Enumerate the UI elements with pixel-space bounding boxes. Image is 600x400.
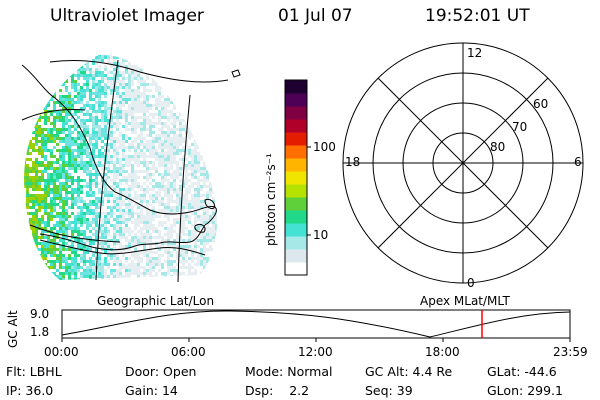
colorbar-segment xyxy=(285,80,307,94)
small-feature xyxy=(231,69,241,78)
meridian-2 xyxy=(177,94,191,283)
meridian-1 xyxy=(95,59,119,281)
mlt-label-12: 12 xyxy=(467,46,483,60)
timeline-xtick-1: 06:00 xyxy=(171,345,206,359)
colorbar-unit: photon cm⁻²s⁻¹ xyxy=(264,153,278,246)
timeline-plot xyxy=(61,309,571,342)
colorbar-label-100: 100 xyxy=(313,140,336,154)
island-1 xyxy=(204,199,215,209)
info-dsp: Dsp: 2.2 xyxy=(245,383,310,398)
mlt-label-6: 6 xyxy=(574,155,582,169)
axis-diag-2 xyxy=(377,77,549,249)
timeline-xtick-4: 23:59 xyxy=(553,345,588,359)
colorbar-segment xyxy=(285,262,307,276)
colorbar-segment xyxy=(285,106,307,120)
info-glat: GLat: -44.6 xyxy=(487,364,557,379)
parallel-1 xyxy=(21,109,86,121)
colorbar-segment xyxy=(285,236,307,250)
altitude-curve xyxy=(61,310,571,338)
colorbar-segment xyxy=(285,210,307,224)
timeline-xtick-3: 18:00 xyxy=(425,345,460,359)
colorbar-segment xyxy=(285,93,307,107)
info-gain: Gain: 14 xyxy=(125,383,178,398)
info-ip: IP: 36.0 xyxy=(6,383,54,398)
colorbar-segment xyxy=(285,184,307,198)
colorbar xyxy=(284,79,311,276)
colorbar-segment xyxy=(285,171,307,185)
info-flt: Flt: LBHL xyxy=(6,364,62,379)
polar-plot-label: Apex MLat/MLT xyxy=(420,294,510,308)
lat-label-80: 80 xyxy=(490,140,506,154)
timeline-xtick-2: 12:00 xyxy=(298,345,333,359)
lat-label-70: 70 xyxy=(512,120,528,134)
colorbar-segment xyxy=(285,132,307,146)
colorbar-label-10: 10 xyxy=(313,228,329,242)
lat-label-60: 60 xyxy=(533,97,549,111)
mlt-label-0: 0 xyxy=(467,276,475,290)
colorbar-segment xyxy=(285,223,307,237)
timeline-ylabel: GC Alt xyxy=(6,310,20,348)
colorbar-segment xyxy=(285,145,307,159)
info-seq: Seq: 39 xyxy=(365,383,413,398)
coastline-north xyxy=(21,64,217,251)
instrument-title: Ultraviolet Imager xyxy=(50,6,204,26)
colorbar-segment xyxy=(285,197,307,211)
parallel-2 xyxy=(29,224,121,243)
timeline-xtick-0: 00:00 xyxy=(44,345,79,359)
info-door: Door: Open xyxy=(125,364,197,379)
info-gc-alt: GC Alt: 4.4 Re xyxy=(365,364,453,379)
continent-top xyxy=(49,60,229,83)
coastlines xyxy=(21,59,241,283)
geo-map-label: Geographic Lat/Lon xyxy=(97,294,215,308)
colorbar-segment xyxy=(285,119,307,133)
colorbar-segment xyxy=(285,158,307,172)
timeline-ymin: 1.8 xyxy=(30,325,50,339)
mlt-label-18: 18 xyxy=(345,155,361,169)
timeline-ymax: 9.0 xyxy=(30,307,50,321)
coastline-south xyxy=(39,239,206,256)
island-2 xyxy=(194,223,206,233)
info-mode: Mode: Normal xyxy=(245,364,333,379)
time-label: 19:52:01 UT xyxy=(425,6,530,26)
uv-image xyxy=(24,54,217,281)
colorbar-segment xyxy=(285,249,307,263)
date-label: 01 Jul 07 xyxy=(278,6,353,26)
polar-plot xyxy=(342,42,584,284)
info-glon: GLon: 299.1 xyxy=(487,383,563,398)
